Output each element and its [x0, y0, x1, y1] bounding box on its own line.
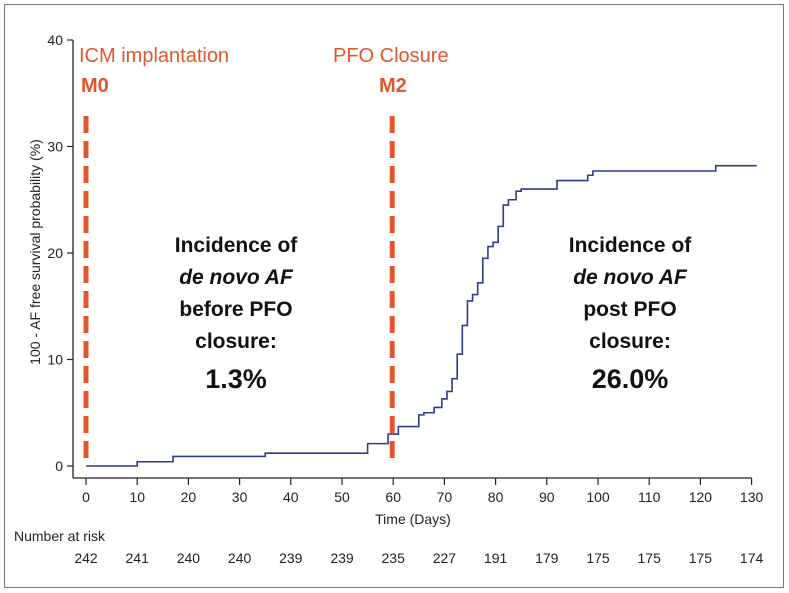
- risk-value-10: 241: [126, 550, 150, 566]
- x-tick-label-60: 60: [385, 489, 401, 505]
- risk-value-60: 235: [382, 550, 406, 566]
- x-tick-label-100: 100: [586, 489, 610, 505]
- y-axis-title: 100 - AF free survival probability (%): [27, 139, 43, 365]
- series-layer: [86, 164, 757, 467]
- x-tick-label-0: 0: [82, 489, 90, 505]
- y-tick-label-20: 20: [47, 245, 63, 261]
- risk-value-40: 239: [279, 550, 303, 566]
- x-tick-label-70: 70: [437, 489, 453, 505]
- risk-value-130: 174: [740, 550, 764, 566]
- annotation-before-line-4: closure:: [195, 330, 277, 353]
- risk-value-70: 227: [433, 550, 457, 566]
- x-tick-label-130: 130: [740, 489, 764, 505]
- risk-value-30: 240: [228, 550, 252, 566]
- y-tick-label-0: 0: [55, 458, 63, 474]
- risk-value-100: 175: [586, 550, 610, 566]
- x-tick-label-110: 110: [638, 489, 661, 505]
- annotation-before: Incidence of de novo AF before PFO closu…: [175, 234, 299, 394]
- annotation-before-value: 1.3%: [205, 364, 267, 394]
- annotation-before-line-3: before PFO: [179, 298, 292, 321]
- x-tick-label-50: 50: [334, 489, 350, 505]
- risk-value-0: 242: [74, 550, 98, 566]
- risk-value-50: 239: [330, 550, 354, 566]
- annotation-before-line-2: de novo AF: [179, 266, 294, 289]
- risk-table-title: Number at risk: [14, 528, 106, 544]
- annotation-after-line-4: closure:: [589, 330, 671, 353]
- risk-value-120: 175: [689, 550, 713, 566]
- risk-value-90: 179: [535, 550, 559, 566]
- y-tick-label-40: 40: [47, 32, 63, 48]
- annotation-after-line-2: de novo AF: [573, 266, 688, 289]
- x-tick-label-80: 80: [488, 489, 504, 505]
- event-label-icm: ICM implantation: [79, 45, 229, 67]
- risk-value-20: 240: [177, 550, 201, 566]
- event-code-m0: M0: [81, 75, 109, 97]
- x-axis: 0 10 20 30 40 50 60 70 80 90 100 110 120 130: [73, 477, 764, 505]
- x-tick-label-30: 30: [232, 489, 248, 505]
- x-tick-label-90: 90: [539, 489, 555, 505]
- risk-value-110: 175: [638, 550, 662, 566]
- annotation-before-line-1: Incidence of: [175, 234, 299, 257]
- event-markers: [83, 116, 395, 466]
- y-tick-label-10: 10: [47, 352, 63, 368]
- x-tick-label-10: 10: [129, 489, 145, 505]
- risk-table-values: 242 241 240 240 239 239 235 227 191 179 175 175 175 1…: [74, 550, 763, 566]
- y-axis: 0 10 20 30 40: [47, 32, 74, 478]
- event-code-m2: M2: [379, 75, 407, 97]
- x-tick-label-20: 20: [181, 489, 197, 505]
- risk-value-80: 191: [484, 550, 508, 566]
- event-label-pfo: PFO Closure: [333, 45, 449, 67]
- annotation-after: Incidence of de novo AF post PFO closure…: [569, 234, 693, 394]
- annotation-after-value: 26.0%: [592, 364, 669, 394]
- x-axis-title: Time (Days): [375, 511, 451, 527]
- series-line-0: [86, 164, 757, 467]
- annotation-after-line-3: post PFO: [583, 298, 676, 321]
- annotation-after-line-1: Incidence of: [569, 234, 693, 257]
- x-tick-label-120: 120: [689, 489, 713, 505]
- x-tick-label-40: 40: [283, 489, 299, 505]
- y-tick-label-30: 30: [47, 139, 63, 155]
